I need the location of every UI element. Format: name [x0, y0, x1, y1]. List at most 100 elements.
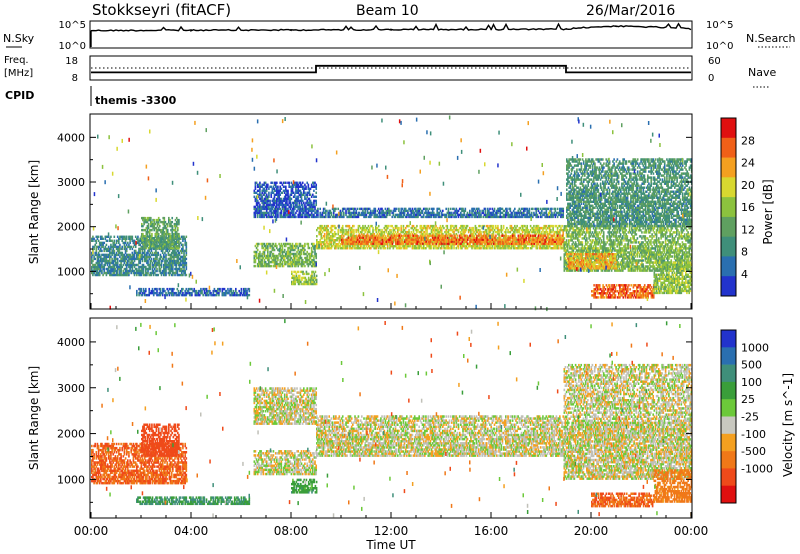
freq-label-line1: Freq.	[4, 55, 29, 66]
power-cell	[177, 227, 179, 229]
power-cell	[92, 260, 94, 262]
power-cell	[116, 242, 118, 244]
freq-line	[91, 66, 691, 73]
power-cell	[148, 223, 150, 225]
power-cell	[107, 240, 109, 242]
power-cell	[132, 236, 134, 238]
power-cell	[134, 260, 136, 262]
power-cell	[241, 288, 243, 290]
power-cell	[255, 265, 257, 267]
power-cell	[141, 288, 143, 290]
cpid-value: themis -3300	[95, 94, 177, 107]
power-cell	[164, 217, 166, 219]
power-cell	[186, 262, 188, 264]
power-cell	[186, 274, 188, 276]
power-cell	[136, 290, 138, 292]
power-cell	[111, 240, 113, 242]
power-cell	[114, 236, 116, 238]
power-cell	[147, 235, 149, 237]
power-cell	[114, 240, 116, 242]
nsky-label: N.Sky	[3, 32, 35, 45]
power-cell	[117, 258, 119, 260]
power-cell	[110, 236, 112, 238]
power-cell	[249, 288, 251, 290]
freq-series	[91, 66, 691, 73]
power-cell	[101, 250, 103, 252]
power-cell	[117, 260, 119, 262]
power-cell	[182, 244, 184, 246]
power-cell	[258, 243, 260, 245]
nsearch-tick-bottom: 10^0	[706, 41, 733, 52]
rti-plot: Stokkseyri (fitACF) Beam 10 26/Mar/2016 …	[0, 0, 800, 554]
power-cell	[178, 235, 180, 237]
nsky-strip-frame	[90, 21, 692, 48]
power-cell	[150, 217, 152, 219]
power-cell	[156, 288, 158, 290]
power-cell	[144, 235, 146, 237]
power-cell	[121, 246, 123, 248]
power-cell	[165, 254, 167, 256]
nsky-series	[91, 24, 691, 47]
power-cell	[186, 242, 188, 244]
power-cell	[178, 233, 180, 235]
cpid-label: CPID	[5, 89, 34, 102]
power-cell	[106, 244, 108, 246]
freq-label-line2: [MHz]	[4, 68, 33, 79]
nsky-tick-bottom: 10^0	[59, 41, 86, 52]
power-cell	[202, 294, 204, 296]
nsky-tick-top: 10^5	[59, 20, 86, 31]
power-cell	[231, 288, 233, 290]
power-cell	[102, 238, 104, 240]
power-cell	[157, 252, 159, 254]
power-cell	[219, 288, 221, 290]
power-cell	[162, 260, 164, 262]
power-cell	[270, 265, 272, 267]
power-cell	[103, 242, 105, 244]
power-cell	[171, 221, 173, 223]
nave-tick-bottom: 0	[708, 73, 714, 84]
power-cell	[259, 251, 261, 253]
power-cell	[173, 288, 175, 290]
nave-tick-top: 60	[708, 56, 721, 67]
power-cell	[178, 219, 180, 221]
freq-tick-bottom: 8	[72, 73, 78, 84]
station-title: Stokkseyri (fitACF)	[92, 1, 231, 19]
power-cell	[257, 249, 259, 251]
power-cell	[147, 260, 149, 262]
nsky-line	[91, 24, 691, 47]
power-cell	[186, 258, 188, 260]
power-cell	[169, 233, 171, 235]
power-cell	[134, 240, 136, 242]
power-cell	[276, 245, 278, 247]
power-cell	[96, 242, 98, 244]
power-cell	[261, 259, 263, 261]
power-cell	[167, 229, 169, 231]
power-cell	[255, 259, 257, 261]
power-cell	[182, 288, 184, 290]
power-cell	[156, 268, 158, 270]
power-cell	[277, 249, 279, 251]
power-cell	[158, 233, 160, 235]
power-cell	[151, 233, 153, 235]
power-cell	[157, 274, 159, 276]
power-cell	[153, 219, 155, 221]
power-cell	[159, 260, 161, 262]
power-cell	[148, 288, 150, 290]
power-cell	[94, 258, 96, 260]
power-cell	[151, 258, 153, 260]
power-cell	[137, 236, 139, 238]
power-cell	[171, 217, 173, 219]
power-cell	[98, 240, 100, 242]
nsearch-label: N.Search	[746, 32, 796, 45]
power-cell	[114, 250, 116, 252]
power-cell	[160, 288, 162, 290]
power-cell	[164, 235, 166, 237]
beam-label: Beam 10	[356, 3, 419, 19]
power-cell	[159, 225, 161, 227]
power-cell	[98, 236, 100, 238]
date-label: 26/Mar/2016	[586, 3, 675, 19]
power-cell	[139, 260, 141, 262]
power-cell	[235, 288, 237, 290]
power-cell	[129, 242, 131, 244]
power-cell	[111, 258, 113, 260]
